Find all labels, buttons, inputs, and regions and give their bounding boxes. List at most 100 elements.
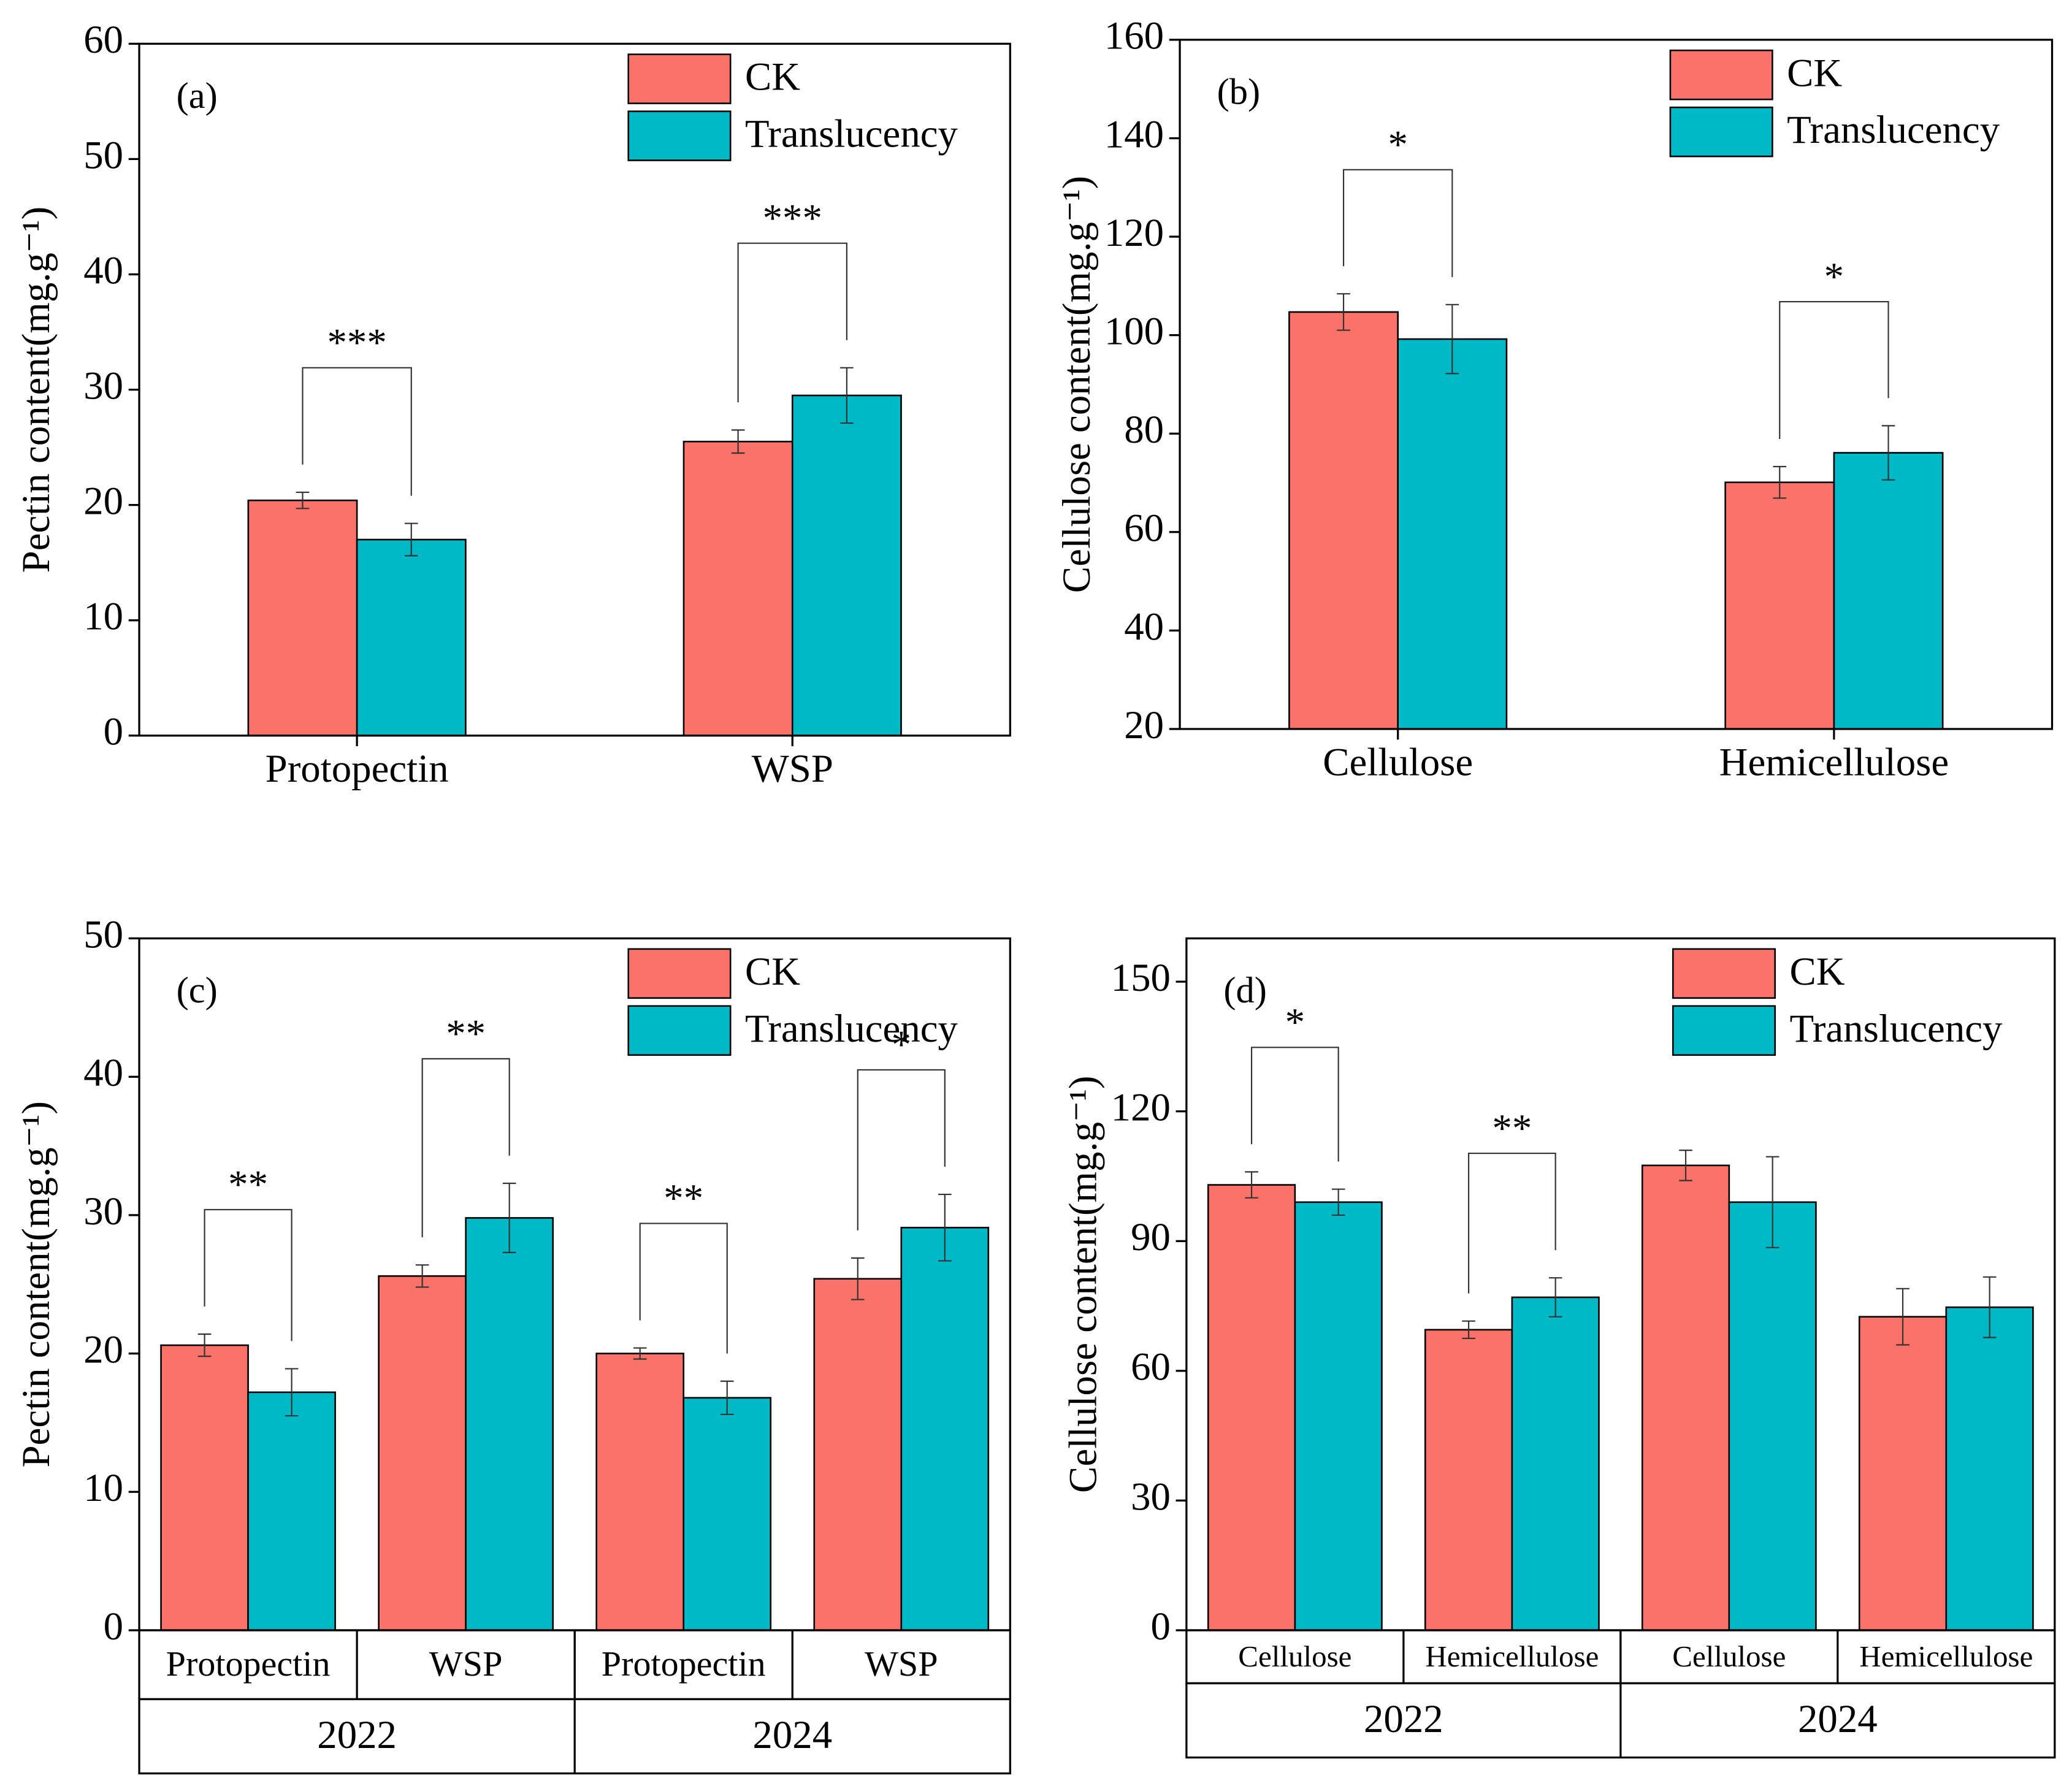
y-tick-label: 160: [1104, 14, 1164, 58]
x-tick-label: Cellulose: [1238, 1639, 1351, 1673]
legend-swatch: [627, 948, 732, 999]
y-tick-label: 120: [1104, 211, 1164, 255]
error-bar: [1773, 465, 1787, 499]
panel-label: (d): [1223, 970, 1267, 1011]
y-tick-label: 150: [1111, 956, 1171, 1000]
significance-label: ***: [763, 196, 822, 240]
bar: [1294, 1201, 1383, 1631]
error-bar: [851, 1257, 865, 1300]
y-tick-label: 80: [1124, 408, 1164, 452]
y-tick-label: 40: [83, 248, 123, 292]
legend-swatch: [1669, 49, 1773, 101]
error-bar: [1679, 1150, 1692, 1181]
error-bar: [840, 367, 854, 424]
error-bar: [1896, 1288, 1910, 1346]
bar: [1288, 311, 1399, 730]
plot-frame: [138, 42, 1011, 737]
significance-label: **: [1492, 1106, 1532, 1150]
y-tick-label: 20: [1124, 703, 1164, 747]
legend-label: CK: [745, 950, 800, 994]
group-label: 2024: [1798, 1697, 1878, 1741]
group-label: 2022: [1364, 1697, 1443, 1741]
significance-label: **: [228, 1162, 268, 1207]
x-tick-label: Cellulose: [1672, 1639, 1786, 1673]
bar: [1397, 338, 1508, 730]
error-bar: [720, 1380, 734, 1415]
bar: [900, 1226, 990, 1631]
y-tick-label: 140: [1104, 112, 1164, 156]
significance-label: *: [1388, 123, 1407, 167]
error-bar: [1462, 1320, 1475, 1340]
group-label: 2024: [752, 1713, 832, 1757]
legend-swatch: [627, 110, 732, 161]
legend-swatch: [1672, 948, 1776, 999]
error-bar: [197, 1333, 212, 1357]
x-tick-label: Protopectin: [266, 747, 449, 791]
error-bar: [296, 491, 310, 509]
y-tick-label: 0: [104, 710, 123, 754]
y-tick-label: 20: [83, 1327, 123, 1372]
panel-label: (c): [177, 970, 218, 1011]
significance-label: ***: [327, 321, 386, 365]
group-label: 2022: [317, 1713, 397, 1757]
y-tick-label: 0: [1150, 1605, 1170, 1649]
significance-bracket: [857, 1069, 946, 1231]
significance-bracket: [204, 1208, 292, 1341]
y-tick-label: 90: [1131, 1215, 1171, 1259]
x-tick-label: Cellulose: [1323, 740, 1473, 784]
error-bar: [633, 1347, 647, 1360]
x-tick-label: Protopectin: [166, 1644, 331, 1684]
y-axis-label: Pectin content(mg.g⁻¹): [14, 1101, 58, 1468]
bar: [682, 1397, 772, 1631]
legend-swatch: [1672, 1005, 1776, 1056]
error-bar: [1445, 303, 1459, 375]
bar: [247, 1391, 336, 1631]
y-tick-label: 30: [83, 1189, 123, 1234]
error-bar: [1765, 1156, 1780, 1248]
bar: [1858, 1316, 1948, 1631]
error-bar: [1881, 425, 1895, 481]
bar: [356, 538, 467, 737]
y-tick-label: 20: [83, 479, 123, 524]
error-bar: [1548, 1277, 1562, 1318]
y-tick-label: 0: [104, 1605, 123, 1649]
x-tick-label: WSP: [865, 1644, 938, 1684]
y-tick-label: 40: [1124, 605, 1164, 649]
legend-label: Translucency: [1787, 108, 2000, 152]
significance-label: *: [892, 1023, 911, 1067]
y-tick-label: 30: [83, 364, 123, 408]
significance-bracket: [639, 1223, 728, 1354]
bar: [1945, 1306, 2034, 1631]
bar: [1724, 481, 1835, 730]
significance-bracket: [1250, 1047, 1339, 1162]
y-tick-label: 100: [1104, 309, 1164, 353]
error-bar: [1982, 1276, 1997, 1338]
y-tick-label: 50: [83, 912, 123, 956]
legend-label: Translucency: [745, 112, 958, 156]
plot-frame: [1179, 39, 2054, 730]
error-bar: [1245, 1171, 1258, 1199]
error-bar: [415, 1264, 429, 1288]
bar: [595, 1353, 685, 1631]
error-bar: [1337, 293, 1350, 331]
bar: [813, 1278, 903, 1631]
y-axis-label: Cellulose content(mg.g⁻¹): [1061, 1076, 1106, 1493]
x-tick-label: Hemicellulose: [1425, 1639, 1599, 1673]
bar: [247, 499, 358, 737]
error-bar: [502, 1182, 516, 1253]
bar: [791, 394, 902, 737]
significance-label: *: [1824, 254, 1844, 299]
panel-label: (b): [1217, 72, 1261, 113]
y-tick-label: 120: [1111, 1086, 1171, 1130]
significance-bracket: [302, 367, 412, 496]
bar: [682, 440, 793, 737]
y-tick-label: 10: [83, 595, 123, 639]
legend-swatch: [627, 53, 732, 104]
legend-label: CK: [1789, 950, 1845, 994]
x-tick-label: Hemicellulose: [1859, 1639, 2033, 1673]
error-bar: [285, 1368, 299, 1417]
significance-bracket: [1779, 300, 1889, 440]
legend-label: CK: [1787, 51, 1842, 95]
bar: [465, 1217, 554, 1631]
